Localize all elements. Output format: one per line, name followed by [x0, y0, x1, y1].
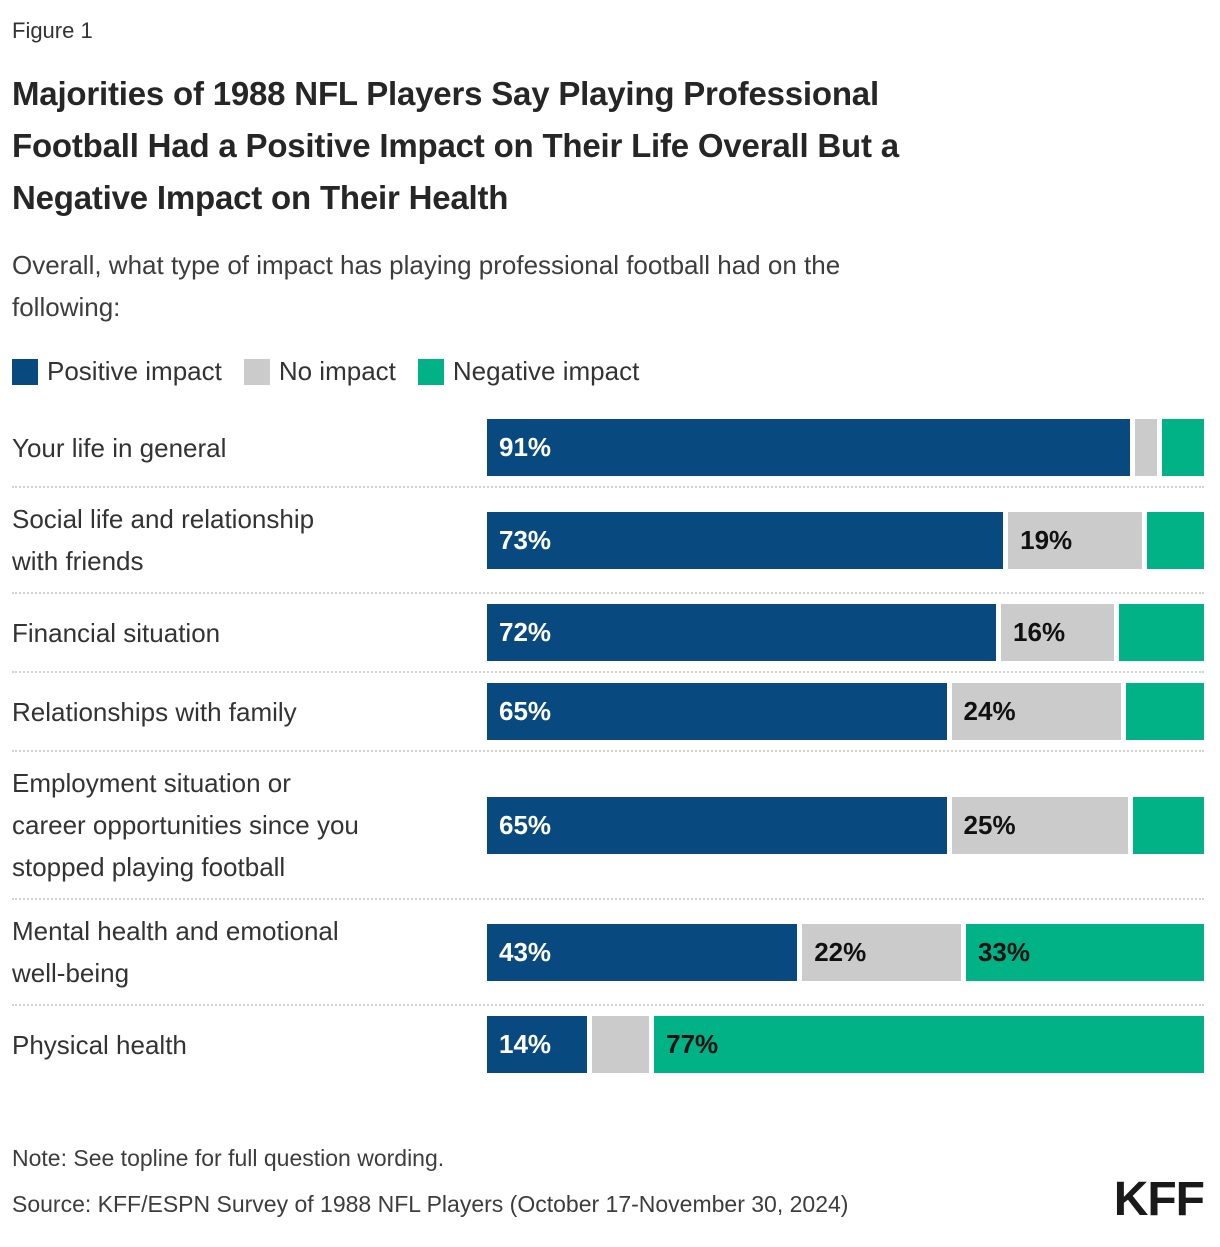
legend-item-no-impact: No impact [243, 356, 396, 387]
stacked-bar-chart: Your life in general 91% Social life and… [12, 409, 1205, 1083]
negative-impact-segment [1133, 796, 1204, 854]
source-line: Source: KFF/ESPN Survey of 1988 NFL Play… [12, 1191, 849, 1217]
chart-row-mental-health: Mental health and emotional well-being 4… [12, 898, 1205, 1004]
kff-logo: KFF [1113, 1173, 1205, 1226]
category-label: Employment situation or career opportuni… [12, 768, 359, 882]
negative-impact-swatch [417, 358, 444, 385]
positive-impact-segment: 73% [487, 511, 1004, 569]
bar-value-label: 16% [1013, 617, 1066, 647]
chart-row-financial-situation: Financial situation 72% 16% [12, 592, 1205, 671]
no-impact-segment: 24% [951, 683, 1122, 740]
chart-row-family-relationships: Relationships with family 65% 24% [12, 671, 1204, 750]
legend: Positive impact No impact Negative impac… [12, 356, 1204, 387]
survey-question: Overall, what type of impact has playing… [12, 250, 841, 322]
no-impact-segment: 19% [1008, 511, 1143, 569]
positive-impact-segment: 14% [487, 1016, 587, 1073]
no-impact-segment: 25% [951, 796, 1129, 854]
footnote: Note: See topline for full question word… [12, 1145, 445, 1171]
figure-label: Figure 1 [12, 18, 93, 43]
legend-item-positive: Positive impact [12, 356, 222, 387]
bar-value-label: 14% [499, 1029, 552, 1059]
bar-track: 65% 25% [487, 796, 1204, 854]
category-label: Relationships with family [12, 696, 297, 727]
category-label: Financial situation [12, 617, 221, 648]
negative-impact-segment [1119, 604, 1205, 661]
category-label: Physical health [12, 1029, 187, 1060]
bar-track: 14% 77% [487, 1016, 1204, 1073]
negative-impact-segment [1147, 511, 1204, 569]
no-impact-segment [1135, 419, 1157, 476]
negative-impact-segment: 77% [654, 1016, 1204, 1073]
chart-row-employment: Employment situation or career opportuni… [12, 750, 1204, 898]
legend-label: Negative impact [452, 356, 640, 386]
chart-row-life-in-general: Your life in general 91% [12, 409, 1204, 486]
no-impact-segment: 16% [1001, 604, 1115, 661]
no-impact-segment [591, 1016, 650, 1073]
positive-impact-segment: 91% [487, 419, 1131, 476]
bar-value-label: 19% [1020, 524, 1073, 555]
negative-impact-segment [1126, 683, 1204, 740]
no-impact-segment: 22% [802, 923, 961, 981]
bar-value-label: 72% [499, 617, 552, 647]
positive-impact-segment: 43% [487, 923, 798, 981]
positive-impact-swatch [12, 358, 38, 385]
bar-value-label: 43% [499, 936, 552, 967]
category-label: Your life in general [12, 432, 227, 463]
bar-value-label: 65% [499, 696, 552, 726]
positive-impact-segment: 65% [487, 683, 947, 740]
bar-value-label: 24% [963, 696, 1016, 726]
footer: Note: See topline for full question word… [12, 1141, 1205, 1226]
chart-title: Majorities of 1988 NFL Players Say Playi… [12, 75, 899, 216]
legend-label: No impact [278, 356, 396, 386]
bar-value-label: 65% [499, 809, 552, 840]
category-label: Mental health and emotional well-being [12, 916, 339, 988]
bar-track: 72% 16% [487, 604, 1205, 661]
negative-impact-segment: 33% [965, 923, 1205, 981]
bar-value-label: 22% [814, 936, 867, 967]
bar-track: 65% 24% [487, 683, 1204, 740]
bar-value-label: 33% [977, 936, 1030, 967]
bar-value-label: 77% [666, 1029, 719, 1059]
bar-track: 91% [487, 419, 1204, 476]
bar-track: 73% 19% [487, 511, 1204, 569]
bar-value-label: 91% [499, 432, 552, 462]
legend-label: Positive impact [47, 356, 222, 386]
legend-item-negative: Negative impact [417, 356, 640, 387]
no-impact-swatch [243, 358, 270, 385]
bar-value-label: 25% [963, 809, 1016, 840]
negative-impact-segment [1161, 419, 1204, 476]
positive-impact-segment: 65% [487, 796, 947, 854]
chart-row-physical-health: Physical health 14% 77% [12, 1004, 1204, 1083]
bar-track: 43% 22% 33% [487, 923, 1205, 981]
positive-impact-segment: 72% [487, 604, 997, 661]
chart-row-social-life: Social life and relationship with friend… [12, 486, 1204, 592]
bar-value-label: 73% [499, 524, 552, 555]
category-label: Social life and relationship with friend… [12, 504, 315, 576]
